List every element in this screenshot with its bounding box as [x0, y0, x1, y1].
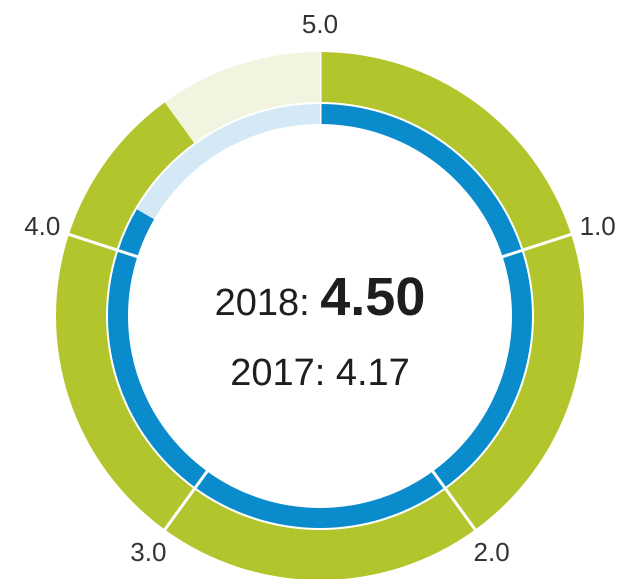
center-2018-line: 2018: 4.50: [215, 267, 426, 327]
outer-ring-divider-5: [66, 232, 119, 252]
inner-ring-segment-2-filled: [432, 250, 532, 488]
inner-ring-2017: [107, 102, 532, 528]
outer-ring-segment-5-filled: [68, 102, 195, 250]
tick-label-2-0: 2.0: [474, 537, 510, 567]
outer-ring-segment-5-remainder: [164, 52, 320, 143]
outer-ring-divider-2: [521, 232, 574, 252]
inner-ring-divider-4: [193, 468, 210, 491]
tick-label-3-0: 3.0: [130, 537, 166, 567]
outer-ring-segment-4-filled: [56, 234, 195, 530]
outer-ring-2018: [56, 50, 585, 579]
outer-ring-segment-3-filled: [164, 489, 476, 579]
tick-labels: 1.0 2.0 3.0 4.0 5.0: [24, 9, 616, 567]
tick-label-4-0: 4.0: [24, 211, 60, 241]
center-2018-value: 4.50: [320, 267, 425, 327]
outer-ring-divider-3: [443, 486, 478, 533]
outer-ring-segment-2-filled: [445, 234, 585, 530]
inner-ring-divider-2: [500, 248, 524, 259]
inner-ring-segment-5-filled: [118, 209, 155, 257]
center-2018-prefix: 2018:: [215, 282, 321, 324]
inner-ring-segment-3-filled: [195, 471, 445, 528]
inner-ring-segment-1-filled: [320, 104, 522, 257]
center-2017-line: 2017: 4.17: [230, 352, 410, 394]
inner-ring-divider-3: [430, 468, 447, 491]
inner-ring-divider-5: [116, 248, 140, 259]
outer-ring-divider-4: [162, 486, 197, 533]
inner-ring-segment-4-filled: [107, 250, 208, 488]
inner-ring-segment-5-remainder: [136, 103, 320, 220]
tick-label-5-0: 5.0: [302, 9, 338, 39]
outer-ring-segment-1-filled: [320, 52, 572, 250]
tick-label-1-0: 1.0: [580, 211, 616, 241]
